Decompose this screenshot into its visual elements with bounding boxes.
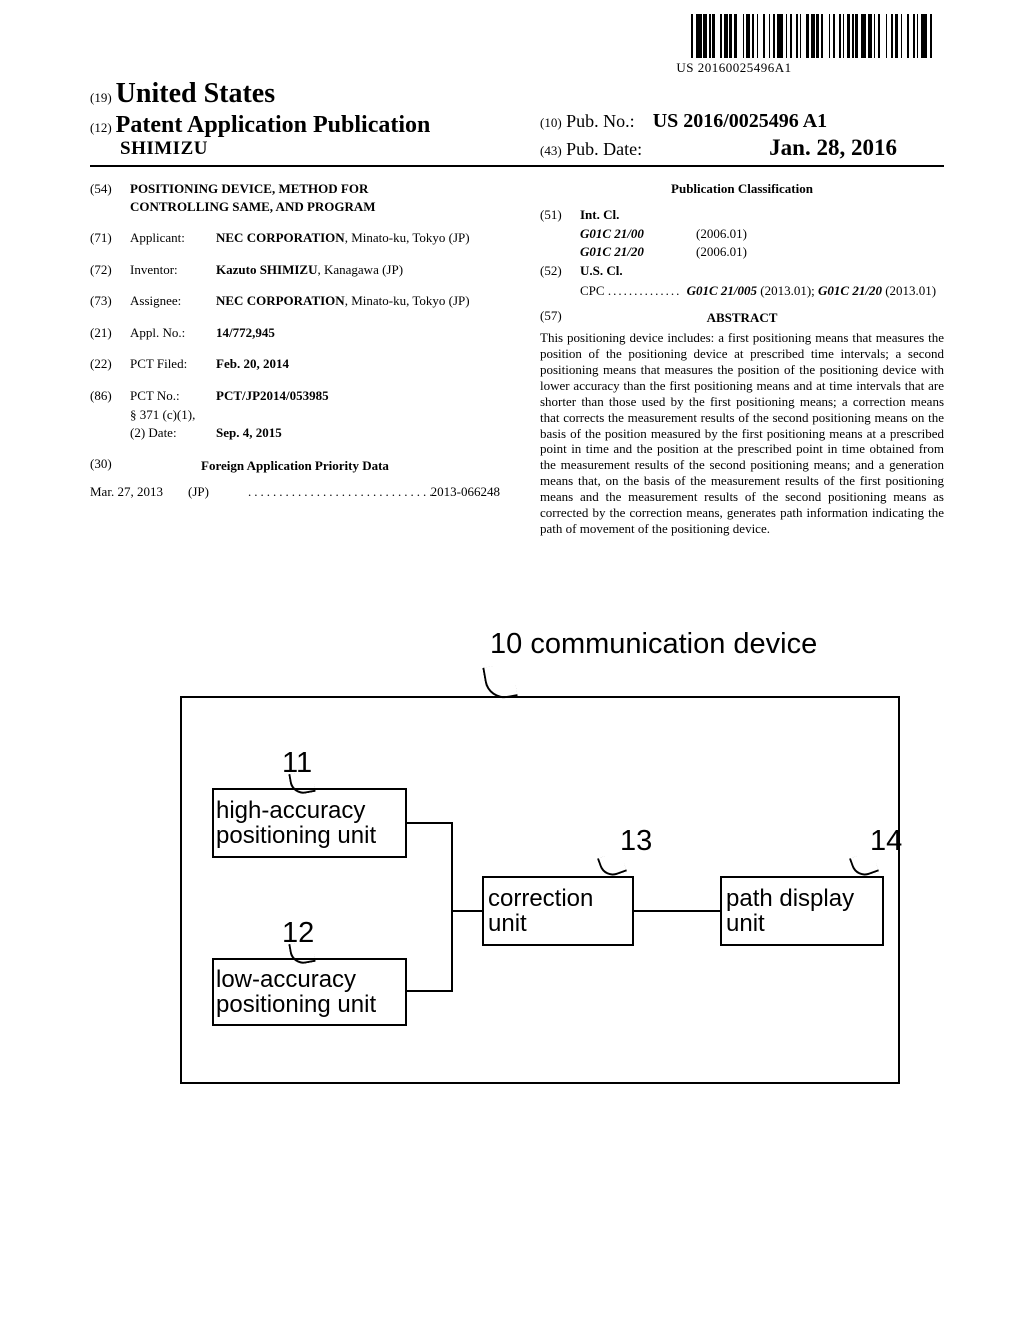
pctfiled-label: PCT Filed:: [130, 355, 216, 373]
header-rule: [90, 165, 944, 167]
pub-no-label: Pub. No.:: [566, 111, 635, 131]
inid-code-51: (51): [540, 206, 580, 224]
header-left-block: (19) United States (12) Patent Applicati…: [90, 78, 430, 160]
inid-code-22: (22): [90, 355, 130, 373]
inid-code-73: (73): [90, 292, 130, 310]
inid-code-52: (52): [540, 262, 580, 280]
block-13-line2: unit: [488, 911, 527, 936]
invention-title-line2: CONTROLLING SAME, AND PROGRAM: [130, 198, 500, 216]
inid-code-19: (19): [90, 90, 112, 105]
pctfiled-value: Feb. 20, 2014: [216, 355, 500, 373]
figure-outer-box: 11 high-accuracy positioning unit 12 low…: [180, 696, 900, 1084]
foreign-priority-row: Mar. 27, 2013 (JP) .....................…: [90, 483, 500, 501]
leader-line-icon: [288, 770, 315, 796]
block-high-accuracy-positioning-unit: 11 high-accuracy positioning unit: [212, 788, 407, 858]
barcode-area: US 20160025496A1: [534, 14, 934, 76]
s371-label: § 371 (c)(1),: [130, 406, 216, 424]
abstract-text: This positioning device includes: a firs…: [540, 330, 944, 536]
block-14-line2: unit: [726, 911, 765, 936]
inid-code-71: (71): [90, 229, 130, 247]
pctno-value: PCT/JP2014/053985: [216, 387, 500, 405]
figure-title-number: 10: [490, 628, 522, 660]
connector-line: [451, 822, 453, 992]
classification-heading: Publication Classification: [540, 180, 944, 198]
block-13-line1: correction: [488, 886, 593, 911]
intcl-label: Int. Cl.: [580, 206, 636, 224]
priority-date: Mar. 27, 2013: [90, 483, 188, 501]
intcl-entry: G01C 21/00(2006.01): [580, 225, 944, 243]
inid-code-21: (21): [90, 324, 130, 342]
pctno-label: PCT No.:: [130, 387, 216, 405]
inid-code-10: (10): [540, 115, 562, 130]
uscl-label: U.S. Cl.: [580, 262, 636, 280]
block-path-display-unit: 14 path display unit: [720, 876, 884, 946]
inid-code-12: (12): [90, 120, 112, 135]
block-14-line1: path display: [726, 886, 854, 911]
leader-dots: ..............: [608, 283, 687, 298]
inid-code-54: (54): [90, 180, 130, 215]
inventor-family-name-header: SHIMIZU: [120, 138, 208, 159]
s371-date-label: (2) Date:: [130, 424, 216, 442]
inid-code-72: (72): [90, 261, 130, 279]
connector-line: [407, 822, 453, 824]
connector-line: [451, 910, 482, 912]
leader-line-icon: [288, 940, 315, 966]
applicant-label: Applicant:: [130, 229, 216, 247]
assignee-label: Assignee:: [130, 292, 216, 310]
block-number-14: 14: [870, 826, 902, 856]
header-right-block: (10) Pub. No.: US 2016/0025496 A1 (43) P…: [540, 110, 960, 163]
block-12-line2: positioning unit: [216, 992, 376, 1017]
country-name: United States: [116, 78, 275, 109]
publication-number: US 2016/0025496 A1: [653, 110, 827, 132]
figure-block-diagram: 10 communication device 11 high-accuracy…: [140, 640, 920, 1100]
inid-code-43: (43): [540, 143, 562, 158]
inventor-name: Kazuto SHIMIZU: [216, 262, 317, 277]
invention-title-line1: POSITIONING DEVICE, METHOD FOR: [130, 180, 500, 198]
block-12-line1: low-accuracy: [216, 967, 376, 992]
block-11-line2: positioning unit: [216, 823, 376, 848]
barcode-graphic: [534, 14, 934, 58]
assignee-name: NEC CORPORATION: [216, 293, 345, 308]
figure-title-label: communication device: [530, 628, 817, 660]
leader-dots: ................................: [248, 483, 431, 501]
block-correction-unit: 13 correction unit: [482, 876, 634, 946]
barcode-publication-number: US 20160025496A1: [534, 60, 934, 76]
inventor-value: Kazuto SHIMIZU, Kanagawa (JP): [216, 261, 500, 279]
applno-value: 14/772,945: [216, 324, 500, 342]
priority-number: 2013-066248: [431, 483, 500, 501]
block-low-accuracy-positioning-unit: 12 low-accuracy positioning unit: [212, 958, 407, 1026]
connector-line: [634, 910, 720, 912]
abstract-heading: ABSTRACT: [540, 309, 944, 327]
priority-country: (JP): [188, 483, 248, 501]
applicant-name: NEC CORPORATION: [216, 230, 345, 245]
block-number-13: 13: [620, 826, 652, 856]
applno-label: Appl. No.:: [130, 324, 216, 342]
inventor-label: Inventor:: [130, 261, 216, 279]
foreign-priority-heading: Foreign Application Priority Data: [90, 457, 500, 475]
assignee-value: NEC CORPORATION, Minato-ku, Tokyo (JP): [216, 292, 500, 310]
s371-date-value: Sep. 4, 2015: [216, 424, 500, 442]
bibliographic-column: (54) POSITIONING DEVICE, METHOD FOR CONT…: [90, 180, 500, 500]
connector-line: [407, 990, 453, 992]
inid-code-30: (30): [90, 455, 130, 473]
publication-kind: Patent Application Publication: [116, 112, 431, 138]
cpc-label: CPC: [580, 283, 605, 298]
cpc-line: CPC .............. G01C 21/005 (2013.01)…: [580, 282, 944, 300]
applicant-value: NEC CORPORATION, Minato-ku, Tokyo (JP): [216, 229, 500, 247]
inid-code-57: (57): [540, 307, 580, 325]
classification-column: Publication Classification (51) Int. Cl.…: [540, 180, 944, 537]
inventor-addr: , Kanagawa (JP): [317, 262, 403, 277]
applicant-addr: , Minato-ku, Tokyo (JP): [345, 230, 470, 245]
publication-date: Jan. 28, 2016: [769, 135, 897, 160]
assignee-addr: , Minato-ku, Tokyo (JP): [345, 293, 470, 308]
block-11-line1: high-accuracy: [216, 798, 376, 823]
pub-date-label: Pub. Date:: [566, 139, 642, 159]
intcl-entry: G01C 21/20(2006.01): [580, 243, 944, 261]
inid-code-86: (86): [90, 387, 130, 405]
